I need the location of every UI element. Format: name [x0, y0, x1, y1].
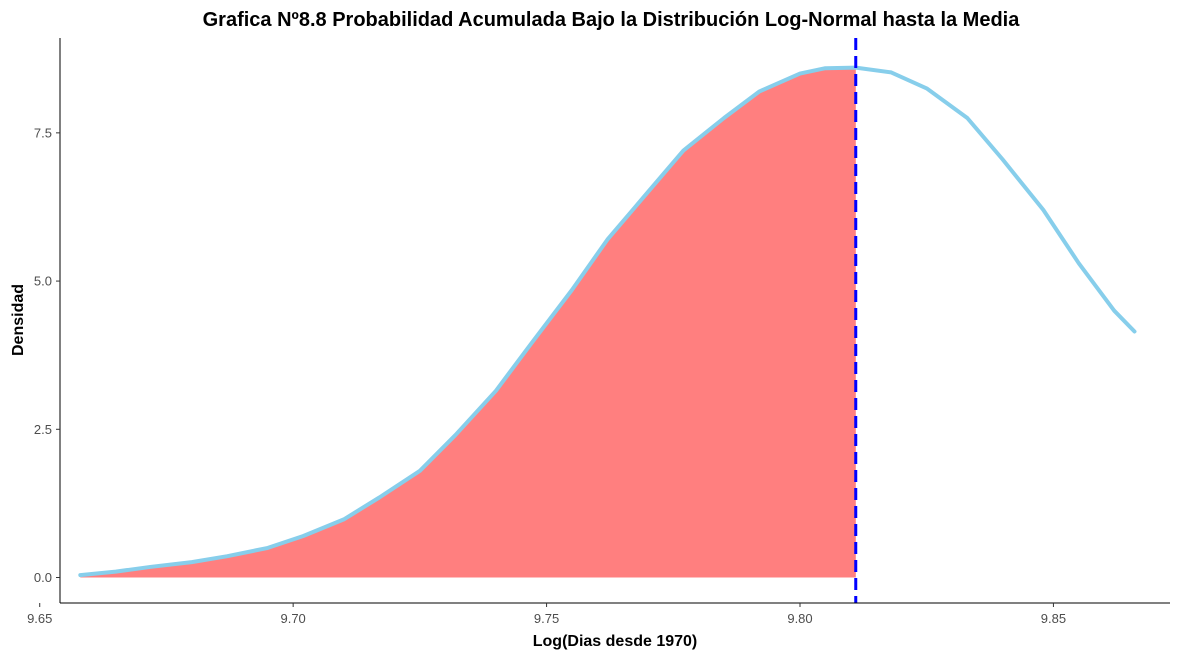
x-axis-title: Log(Dias desde 1970)	[533, 633, 698, 650]
x-tick-label: 9.65	[27, 611, 52, 626]
x-tick-label: 9.80	[787, 611, 812, 626]
y-axis: 0.0 2.5 5.0 7.5	[34, 38, 61, 603]
x-tick-label: 9.70	[280, 611, 305, 626]
y-tick-label: 0.0	[34, 570, 52, 585]
chart-title: Grafica Nº8.8 Probabilidad Acumulada Baj…	[203, 9, 1021, 31]
y-tick-label: 2.5	[34, 422, 52, 437]
y-tick-label: 5.0	[34, 274, 52, 289]
y-axis-title: Densidad	[10, 284, 27, 356]
x-axis: 9.65 9.70 9.75 9.80 9.85	[27, 602, 1170, 626]
x-tick-label: 9.85	[1041, 611, 1066, 626]
x-tick-label: 9.75	[534, 611, 559, 626]
shaded-area	[80, 67, 856, 578]
density-curve	[78, 65, 1137, 578]
plot-area	[78, 38, 1137, 603]
y-tick-label: 7.5	[34, 125, 52, 140]
